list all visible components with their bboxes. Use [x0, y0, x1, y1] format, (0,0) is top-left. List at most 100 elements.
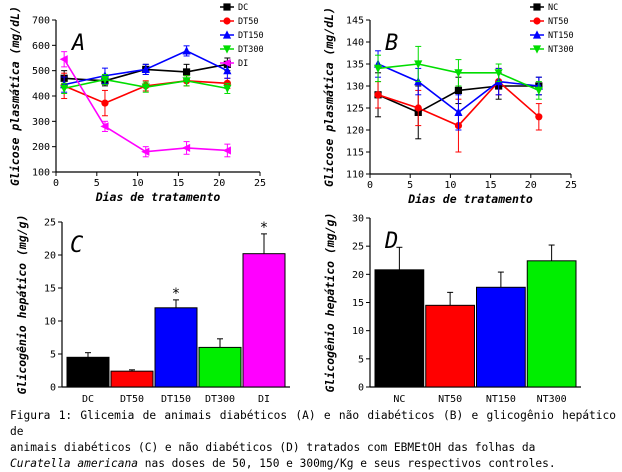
x-tick-label: 5: [94, 178, 100, 189]
data-point: [535, 113, 543, 121]
bar-nt50: NT50: [425, 291, 475, 405]
y-tick-label: 120: [346, 126, 364, 137]
data-point: [223, 84, 232, 93]
bar-di: * DI: [242, 220, 286, 405]
panel-c: 0 5 10 15 20 25 DC DT50 * DT150 DT300 * DI Glicogênio…: [15, 214, 290, 405]
category-label: DT300: [205, 394, 235, 405]
series-dt300: [60, 73, 232, 94]
x-tick-label: 0: [367, 180, 373, 191]
bar: [198, 346, 242, 388]
y-tick-label: 110: [346, 170, 364, 181]
category-label: NT150: [486, 394, 516, 405]
y-tick-label: 0: [50, 383, 56, 394]
legend: NC NT50 NT150 NT300: [530, 3, 574, 55]
legend-label: NT50: [548, 17, 568, 27]
x-axis-label: Dias de tratamento: [407, 192, 533, 206]
caption-species: Curatella americana: [10, 457, 138, 470]
y-tick-label: 100: [32, 168, 50, 179]
legend-marker: [533, 17, 541, 25]
y-tick-label: 5: [358, 354, 364, 365]
data-point: [373, 64, 383, 73]
x-tick-label: 25: [565, 180, 577, 191]
legend-label: NT150: [548, 31, 574, 41]
panel-letter: B: [385, 31, 398, 56]
y-tick-label: 5: [50, 350, 56, 361]
y-tick-label: 600: [32, 41, 50, 52]
data-point: [141, 64, 150, 73]
caption-line-3-rest: nas doses de 50, 150 e 300mg/Kg e seus r…: [137, 457, 556, 470]
legend-marker: [223, 3, 231, 11]
y-tick-label: 400: [32, 92, 50, 103]
legend-marker: [533, 3, 541, 11]
legend-marker: [222, 30, 232, 39]
bar: [66, 356, 110, 388]
y-axis-label: Glicogênio hepático (mg/g): [15, 214, 29, 394]
x-tick-label: 10: [444, 180, 456, 191]
caption-line-2: animais diabéticos (C) e não diabéticos …: [10, 441, 536, 454]
data-point: [182, 46, 191, 55]
legend-label: DT50: [238, 17, 258, 27]
series-di: [59, 51, 231, 158]
y-axis-label: Glicogênio hepático (mg/g): [323, 212, 337, 392]
y-tick-label: 10: [44, 317, 56, 328]
panel-b: 110 115 120 125 130 135 140 145 0 5 10 15 20 25 NC NT50…: [322, 3, 577, 206]
bar-dt50: DT50: [110, 369, 154, 405]
data-point: [60, 84, 69, 93]
y-tick-label: 15: [352, 298, 364, 309]
y-tick-label: 25: [352, 242, 364, 253]
x-tick-label: 15: [172, 178, 184, 189]
data-point: [534, 86, 543, 95]
bar: [425, 304, 475, 388]
legend-marker: [532, 30, 542, 39]
bar-nt150: NT150: [476, 271, 526, 405]
y-tick-label: 300: [32, 117, 50, 128]
data-point: [222, 146, 231, 155]
y-tick-label: 700: [32, 16, 50, 27]
data-point: [494, 69, 503, 78]
data-point: [374, 91, 382, 99]
data-point: [414, 60, 423, 69]
legend-marker: [222, 45, 232, 54]
panel-letter: D: [384, 229, 398, 254]
y-axis-label: Glicose plasmática (mg/dL): [322, 7, 336, 187]
bar: [374, 269, 425, 388]
bar-dc: DC: [66, 352, 110, 405]
data-point: [182, 77, 191, 86]
y-tick-label: 10: [352, 326, 364, 337]
panel-a: 100 200 300 400 500 600 700 0 5 10 15 20 25 DC DT50 DT1…: [8, 3, 266, 204]
legend-label: NC: [548, 3, 558, 13]
legend-label: DT300: [238, 45, 264, 55]
panel-letter: A: [70, 31, 85, 56]
bar: [154, 307, 198, 388]
y-tick-label: 500: [32, 66, 50, 77]
legend-marker: [223, 17, 231, 25]
y-tick-label: 0: [358, 383, 364, 394]
data-point: [181, 143, 191, 153]
y-tick-label: 30: [352, 214, 364, 225]
bar-nt300: NT300: [526, 244, 577, 405]
x-tick-label: 5: [407, 180, 413, 191]
significance-marker: *: [260, 220, 268, 236]
y-tick-label: 140: [346, 38, 364, 49]
y-tick-label: 130: [346, 82, 364, 93]
data-point: [454, 107, 463, 116]
y-tick-label: 25: [44, 218, 56, 229]
y-tick-label: 145: [346, 16, 364, 27]
legend-label: DC: [238, 3, 248, 13]
legend-label: DT150: [238, 31, 264, 41]
data-point: [414, 104, 422, 112]
category-label: NC: [393, 394, 405, 405]
bar-nc: NC: [374, 246, 425, 405]
y-tick-label: 15: [44, 284, 56, 295]
y-tick-label: 20: [44, 251, 56, 262]
y-tick-label: 200: [32, 142, 50, 153]
category-label: NT50: [438, 394, 462, 405]
data-point: [454, 69, 463, 78]
x-axis-label: Dias de tratamento: [95, 190, 221, 204]
data-point: [454, 86, 463, 94]
y-tick-label: 135: [346, 60, 364, 71]
significance-marker: *: [172, 286, 180, 302]
data-point: [100, 75, 110, 85]
x-tick-label: 25: [254, 178, 266, 189]
